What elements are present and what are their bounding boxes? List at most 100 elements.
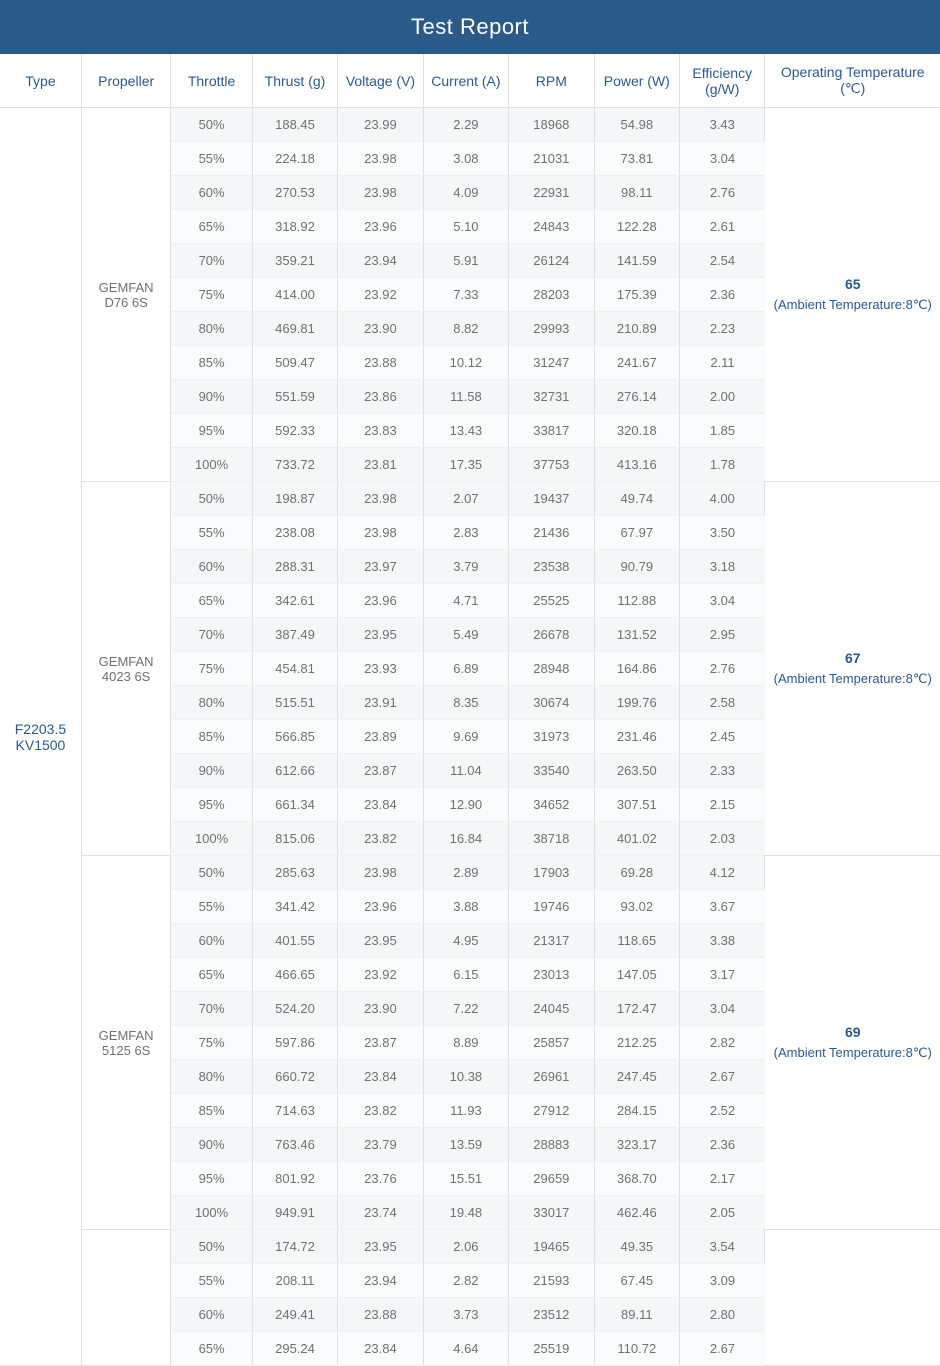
data-cell: 249.41 [252,1298,337,1332]
data-cell: 21436 [509,516,594,550]
data-cell: 3.08 [423,142,508,176]
data-cell: 9.69 [423,720,508,754]
data-cell: 2.23 [680,312,765,346]
data-cell: 70% [171,244,252,278]
data-cell: 29659 [509,1162,594,1196]
data-cell: 8.89 [423,1026,508,1060]
data-cell: 307.51 [594,788,679,822]
data-cell: 110.72 [594,1332,679,1366]
data-cell: 69.28 [594,856,679,890]
data-cell: 2.29 [423,108,508,142]
data-cell: 175.39 [594,278,679,312]
data-cell: 949.91 [252,1196,337,1230]
data-cell: 50% [171,108,252,142]
data-cell: 131.52 [594,618,679,652]
data-cell: 23538 [509,550,594,584]
data-cell: 118.65 [594,924,679,958]
data-cell: 2.33 [680,754,765,788]
data-cell: 23.98 [338,516,423,550]
ambient-label: (Ambient Temperature:8℃) [769,295,936,315]
data-cell: 93.02 [594,890,679,924]
col-voltage: Voltage (V) [338,54,423,108]
data-cell: 55% [171,516,252,550]
data-cell: 67.45 [594,1264,679,1298]
data-cell: 141.59 [594,244,679,278]
data-cell: 597.86 [252,1026,337,1060]
col-throttle: Throttle [171,54,252,108]
data-cell: 95% [171,1162,252,1196]
col-propeller: Propeller [81,54,171,108]
data-cell: 28948 [509,652,594,686]
data-cell: 7.33 [423,278,508,312]
data-cell: 164.86 [594,652,679,686]
data-cell: 89.11 [594,1298,679,1332]
col-type: Type [0,54,81,108]
data-cell: 318.92 [252,210,337,244]
data-cell: 1.85 [680,414,765,448]
data-cell: 462.46 [594,1196,679,1230]
data-cell: 284.15 [594,1094,679,1128]
data-cell: 174.72 [252,1230,337,1264]
data-cell: 11.58 [423,380,508,414]
data-cell: 19465 [509,1230,594,1264]
data-cell: 341.42 [252,890,337,924]
data-cell: 815.06 [252,822,337,856]
data-cell: 23.91 [338,686,423,720]
temperature-value: 65 [769,274,936,295]
data-cell: 23.96 [338,890,423,924]
data-cell: 23.74 [338,1196,423,1230]
data-cell: 65% [171,958,252,992]
data-cell: 2.67 [680,1332,765,1366]
data-cell: 801.92 [252,1162,337,1196]
data-cell: 23.94 [338,244,423,278]
data-cell: 65% [171,210,252,244]
data-cell: 241.67 [594,346,679,380]
table-body: F2203.5 KV1500GEMFAN D76 6S50%188.4523.9… [0,108,940,1366]
temperature-cell: 69(Ambient Temperature:8℃) [765,856,940,1230]
propeller-cell: GEMFAN 4023 6S [81,482,171,856]
data-cell: 3.79 [423,550,508,584]
data-cell: 199.76 [594,686,679,720]
data-cell: 75% [171,278,252,312]
data-cell: 70% [171,992,252,1026]
data-cell: 90% [171,380,252,414]
temperature-cell: 67(Ambient Temperature:8℃) [765,482,940,856]
data-cell: 31973 [509,720,594,754]
data-cell: 27912 [509,1094,594,1128]
data-cell: 660.72 [252,1060,337,1094]
data-cell: 33540 [509,754,594,788]
data-cell: 3.88 [423,890,508,924]
data-cell: 11.04 [423,754,508,788]
temperature-value: 67 [769,648,936,669]
data-cell: 2.11 [680,346,765,380]
table-row: GEMFAN 5125 6S50%285.6323.982.891790369.… [0,856,940,890]
data-cell: 2.03 [680,822,765,856]
data-cell: 147.05 [594,958,679,992]
data-cell: 2.82 [680,1026,765,1060]
data-cell: 8.35 [423,686,508,720]
data-cell: 18968 [509,108,594,142]
data-cell: 238.08 [252,516,337,550]
data-cell: 95% [171,414,252,448]
temperature-cell [765,1230,940,1366]
data-cell: 2.36 [680,1128,765,1162]
data-cell: 23.98 [338,856,423,890]
data-cell: 23.95 [338,618,423,652]
data-cell: 509.47 [252,346,337,380]
data-cell: 5.10 [423,210,508,244]
data-cell: 80% [171,686,252,720]
data-cell: 8.82 [423,312,508,346]
data-cell: 2.61 [680,210,765,244]
data-cell: 2.80 [680,1298,765,1332]
data-cell: 23.94 [338,1264,423,1298]
data-cell: 2.95 [680,618,765,652]
data-cell: 3.04 [680,142,765,176]
data-cell: 112.88 [594,584,679,618]
test-report: Test Report Type Propeller Throttle Thru… [0,0,940,1366]
data-cell: 4.00 [680,482,765,516]
data-cell: 25857 [509,1026,594,1060]
data-cell: 100% [171,822,252,856]
data-cell: 224.18 [252,142,337,176]
data-cell: 2.58 [680,686,765,720]
data-cell: 21317 [509,924,594,958]
